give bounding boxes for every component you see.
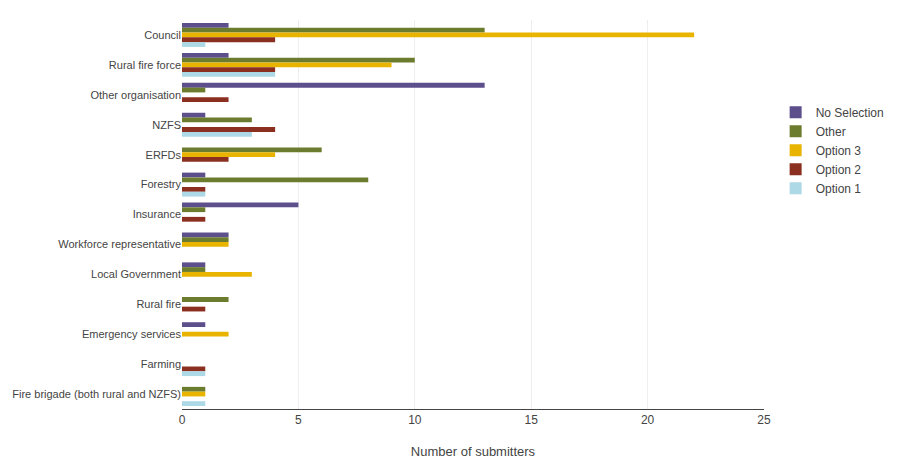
svg-text:5: 5 [295,413,302,427]
svg-text:15: 15 [525,413,539,427]
svg-text:Council: Council [144,29,181,41]
svg-text:20: 20 [641,413,655,427]
svg-text:ERFDs: ERFDs [146,149,182,161]
svg-text:25: 25 [757,413,771,427]
svg-text:Other: Other [816,125,846,139]
svg-text:Rural fire force: Rural fire force [109,59,181,71]
svg-text:0: 0 [179,413,186,427]
svg-text:Forestry: Forestry [141,178,182,190]
svg-text:Option 3: Option 3 [816,144,862,158]
svg-text:Fire brigade (both rural and N: Fire brigade (both rural and NZFS) [12,388,181,400]
svg-text:10: 10 [408,413,422,427]
svg-text:Number of submitters: Number of submitters [411,444,536,459]
svg-text:Other organisation: Other organisation [91,89,182,101]
svg-text:NZFS: NZFS [152,119,181,131]
svg-text:Option 2: Option 2 [816,163,862,177]
svg-text:Rural fire: Rural fire [136,298,181,310]
svg-text:Emergency services: Emergency services [82,328,182,340]
svg-text:Farming: Farming [141,358,181,370]
svg-text:Option 1: Option 1 [816,182,862,196]
svg-text:No Selection: No Selection [816,106,884,120]
svg-text:Local Government: Local Government [91,268,181,280]
svg-text:Insurance: Insurance [133,208,181,220]
svg-text:Workforce representative: Workforce representative [58,238,181,250]
